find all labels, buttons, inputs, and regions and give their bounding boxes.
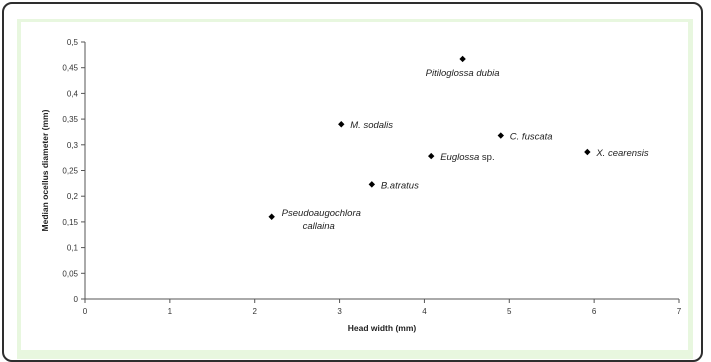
x-tick-label: 3 — [337, 307, 342, 316]
point-label-suffix: sp. — [479, 152, 494, 163]
y-tick-label: 0,05 — [62, 269, 78, 278]
x-tick-label: 4 — [422, 307, 427, 316]
point-label: M. sodalis — [350, 120, 393, 131]
x-tick-label: 0 — [83, 307, 88, 316]
point-label: B.atratus — [381, 180, 419, 191]
y-tick-label: 0,45 — [62, 64, 78, 73]
y-tick-label: 0,3 — [67, 141, 79, 150]
x-axis-title: Head width (mm) — [348, 323, 417, 333]
data-point-marker — [338, 121, 345, 128]
tick-labels: 0 0,05 0,1 0,15 0,2 0,25 0,3 0,35 0,4 0,45 0,5 0 1 2 3… — [62, 38, 681, 316]
y-tick-label: 0,15 — [62, 218, 78, 227]
x-tick-label: 6 — [592, 307, 597, 316]
data-point-marker — [459, 55, 466, 63]
x-tick-label: 1 — [168, 307, 173, 316]
y-tick-label: 0,4 — [67, 89, 79, 98]
data-point-marker — [268, 213, 275, 220]
point-label: Pitiloglossa dubia — [426, 68, 500, 79]
point-label-italic: Euglossa — [440, 152, 479, 163]
data-points — [268, 55, 591, 220]
axes — [81, 41, 680, 303]
y-axis-title: Median ocellus diameter (mm) — [40, 109, 50, 231]
point-label-italic: C. fuscata — [510, 132, 553, 143]
data-point-marker — [497, 132, 504, 139]
y-tick-label: 0,5 — [67, 38, 79, 47]
data-point-marker — [428, 152, 435, 160]
x-tick-label: 5 — [507, 307, 512, 316]
point-label: X. cearensis — [595, 148, 649, 159]
data-point-marker — [584, 148, 591, 156]
y-tick-label: 0,25 — [62, 167, 78, 176]
plot-card — [21, 22, 688, 350]
point-label-italic: M. sodalis — [350, 120, 393, 131]
y-tick-label: 0,35 — [62, 115, 78, 124]
point-labels: Pseudoaugochlora callaina B.atratus M. soda… — [282, 68, 649, 232]
point-label-line2: callaina — [303, 221, 335, 232]
x-tick-label: 2 — [252, 307, 257, 316]
y-tick-label: 0,2 — [67, 192, 79, 201]
point-label: C. fuscata — [510, 132, 553, 143]
scatter-chart: 0 0,05 0,1 0,15 0,2 0,25 0,3 0,35 0,4 0,45 0,5 0 1 2 3… — [40, 38, 682, 333]
data-point-marker — [368, 181, 376, 188]
point-label: Pseudoaugochlora — [282, 208, 361, 219]
x-tick-label: 7 — [677, 307, 682, 316]
point-label-italic: B.atratus — [381, 180, 419, 191]
point-label-italic: X. cearensis — [595, 148, 649, 159]
y-tick-label: 0,1 — [67, 244, 79, 253]
point-label: Euglossa sp. — [440, 152, 494, 163]
y-tick-label: 0 — [74, 295, 79, 304]
